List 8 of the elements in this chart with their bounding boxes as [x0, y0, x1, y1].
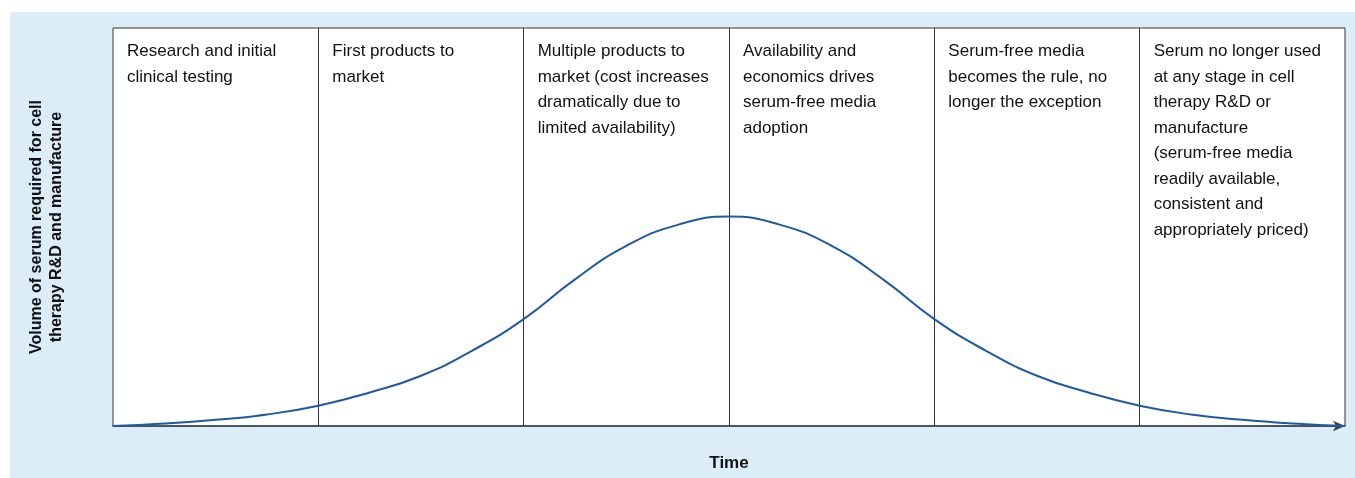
text: Research and initial clinical testing [127, 41, 282, 86]
text: Multiple products to market (cost increases dramatically due to limited availability) [537, 41, 714, 137]
text: Serum-free media becomes the rule, no longer the exception [948, 41, 1112, 112]
text: Availability and economics drives serum-free media adoption [743, 41, 881, 137]
y-axis-title: Volume of serum required for cell therapy R&D and manufacture [26, 100, 64, 354]
text: First products to market [332, 41, 459, 86]
x-axis-title: Time [709, 453, 749, 472]
annotation: Serum no longer used at any stage in cell therapy R&D or manufacture (serum-free media readily available, consistent and appropriately priced) [1153, 41, 1326, 239]
